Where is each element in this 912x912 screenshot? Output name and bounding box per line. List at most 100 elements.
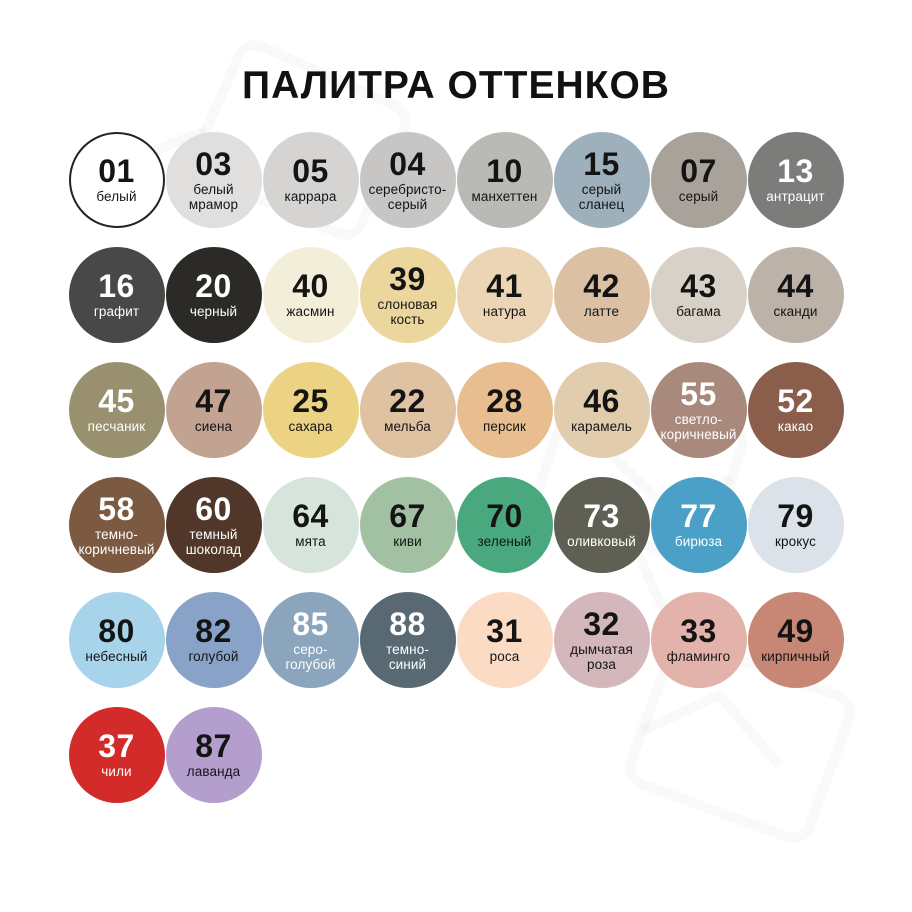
swatch-code: 45 xyxy=(98,383,135,420)
swatch-code: 15 xyxy=(583,145,620,182)
swatch-code: 22 xyxy=(389,383,426,420)
swatch-name: белый xyxy=(96,189,137,205)
swatch-13: 13 антрацит xyxy=(747,132,844,228)
swatch-32: 32 дымчатая роза xyxy=(553,592,650,688)
swatch-name: жасмин xyxy=(286,304,335,320)
swatch-77: 77 бирюза xyxy=(650,477,747,573)
swatch-name: крокус xyxy=(775,534,816,550)
swatch-code: 05 xyxy=(292,153,329,190)
swatch-code: 37 xyxy=(98,728,135,765)
swatch-name: бирюза xyxy=(674,534,723,550)
swatch-25: 25 сахара xyxy=(262,362,359,458)
swatch-name: голубой xyxy=(188,649,239,665)
swatch-41: 41 натура xyxy=(456,247,553,343)
swatch-name: слоновая кость xyxy=(377,296,438,327)
swatch-name: лаванда xyxy=(186,764,241,780)
swatch-37: 37 чили xyxy=(68,707,165,803)
swatch-31: 31 роса xyxy=(456,592,553,688)
swatch-name: мельба xyxy=(384,419,431,435)
swatch-16: 16 графит xyxy=(68,247,165,343)
swatch-grid: 01 белый 03 белый мрамор 05 каррара 04 с… xyxy=(0,132,912,803)
swatch-code: 16 xyxy=(98,268,135,305)
swatch-44: 44 сканди xyxy=(747,247,844,343)
swatch-code: 60 xyxy=(195,490,232,527)
swatch-code: 32 xyxy=(583,605,620,642)
swatch-code: 33 xyxy=(680,613,717,650)
swatch-name: сиена xyxy=(194,419,233,435)
swatch-name: мята xyxy=(295,534,326,550)
swatch-name: антрацит xyxy=(766,189,825,205)
swatch-code: 55 xyxy=(680,375,717,412)
swatch-55: 55 светло- коричневый xyxy=(650,362,747,458)
swatch-10: 10 манхеттен xyxy=(456,132,553,228)
swatch-88: 88 темно- синий xyxy=(359,592,456,688)
swatch-58: 58 темно- коричневый xyxy=(68,477,165,573)
swatch-code: 41 xyxy=(486,268,523,305)
swatch-49: 49 кирпичный xyxy=(747,592,844,688)
swatch-code: 80 xyxy=(98,613,135,650)
swatch-name: серый xyxy=(678,189,719,205)
swatch-code: 44 xyxy=(777,268,814,305)
page-title: ПАЛИТРА ОТТЕНКОВ xyxy=(242,64,670,107)
swatch-code: 73 xyxy=(583,498,620,535)
swatch-name: светло- коричневый xyxy=(660,411,737,442)
swatch-name: натура xyxy=(482,304,527,320)
swatch-name: серо- голубой xyxy=(285,641,336,672)
swatch-code: 42 xyxy=(583,268,620,305)
swatch-code: 70 xyxy=(486,498,523,535)
swatch-name: зеленый xyxy=(477,534,532,550)
swatch-name: небесный xyxy=(85,649,148,665)
swatch-name: персик xyxy=(482,419,527,435)
swatch-name: латте xyxy=(583,304,620,320)
swatch-name: песчаник xyxy=(87,419,146,435)
swatch-code: 52 xyxy=(777,383,814,420)
swatch-name: чили xyxy=(101,764,132,780)
swatch-code: 28 xyxy=(486,383,523,420)
swatch-04: 04 серебристо- серый xyxy=(359,132,456,228)
swatch-name: темно- синий xyxy=(386,641,429,672)
swatch-43: 43 багама xyxy=(650,247,747,343)
swatch-20: 20 черный xyxy=(165,247,262,343)
swatch-code: 49 xyxy=(777,613,814,650)
swatch-15: 15 серый сланец xyxy=(553,132,650,228)
swatch-name: графит xyxy=(93,304,140,320)
swatch-45: 45 песчаник xyxy=(68,362,165,458)
swatch-name: карамель xyxy=(571,419,632,435)
swatch-33: 33 фламинго xyxy=(650,592,747,688)
swatch-28: 28 персик xyxy=(456,362,553,458)
swatch-name: фламинго xyxy=(666,649,731,665)
swatch-80: 80 небесный xyxy=(68,592,165,688)
swatch-code: 13 xyxy=(777,153,814,190)
swatch-code: 07 xyxy=(680,153,717,190)
swatch-70: 70 зеленый xyxy=(456,477,553,573)
swatch-code: 67 xyxy=(389,498,426,535)
swatch-code: 58 xyxy=(98,490,135,527)
swatch-79: 79 крокус xyxy=(747,477,844,573)
swatch-code: 04 xyxy=(389,145,426,182)
swatch-name: серый сланец xyxy=(578,181,625,212)
swatch-73: 73 оливковый xyxy=(553,477,650,573)
swatch-code: 77 xyxy=(680,498,717,535)
swatch-name: манхеттен xyxy=(471,189,538,205)
swatch-name: серебристо- серый xyxy=(368,181,447,212)
swatch-name: киви xyxy=(393,534,422,550)
swatch-01: 01 белый xyxy=(68,132,165,228)
swatch-name: кирпичный xyxy=(761,649,830,665)
swatch-name: какао xyxy=(777,419,814,435)
swatch-05: 05 каррара xyxy=(262,132,359,228)
swatch-code: 31 xyxy=(486,613,523,650)
swatch-code: 88 xyxy=(389,605,426,642)
swatch-code: 03 xyxy=(195,145,232,182)
swatch-code: 79 xyxy=(777,498,814,535)
swatch-85: 85 серо- голубой xyxy=(262,592,359,688)
swatch-code: 39 xyxy=(389,260,426,297)
swatch-40: 40 жасмин xyxy=(262,247,359,343)
swatch-code: 87 xyxy=(195,728,232,765)
swatch-code: 20 xyxy=(195,268,232,305)
swatch-42: 42 латте xyxy=(553,247,650,343)
swatch-64: 64 мята xyxy=(262,477,359,573)
swatch-code: 82 xyxy=(195,613,232,650)
swatch-code: 64 xyxy=(292,498,329,535)
swatch-67: 67 киви xyxy=(359,477,456,573)
